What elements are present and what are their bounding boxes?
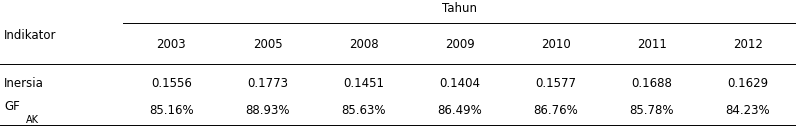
Text: 84.23%: 84.23% xyxy=(726,104,771,117)
Text: 0.1773: 0.1773 xyxy=(247,77,288,90)
Text: 0.1629: 0.1629 xyxy=(728,77,768,90)
Text: 0.1556: 0.1556 xyxy=(151,77,192,90)
Text: Tahun: Tahun xyxy=(443,2,477,15)
Text: 0.1688: 0.1688 xyxy=(631,77,673,90)
Text: 85.78%: 85.78% xyxy=(630,104,674,117)
Text: 86.49%: 86.49% xyxy=(437,104,482,117)
Text: 88.93%: 88.93% xyxy=(245,104,290,117)
Text: 85.16%: 85.16% xyxy=(149,104,193,117)
Text: Indikator: Indikator xyxy=(4,29,57,42)
Text: 2003: 2003 xyxy=(157,38,186,51)
Text: 2009: 2009 xyxy=(445,38,474,51)
Text: AK: AK xyxy=(26,115,39,125)
Text: GF: GF xyxy=(4,100,20,113)
Text: 0.1404: 0.1404 xyxy=(439,77,480,90)
Text: 2005: 2005 xyxy=(252,38,283,51)
Text: 2011: 2011 xyxy=(637,38,667,51)
Text: 85.63%: 85.63% xyxy=(341,104,386,117)
Text: 2008: 2008 xyxy=(349,38,378,51)
Text: 86.76%: 86.76% xyxy=(533,104,578,117)
Text: Inersia: Inersia xyxy=(4,77,44,90)
Text: 0.1577: 0.1577 xyxy=(535,77,576,90)
Text: 2012: 2012 xyxy=(733,38,763,51)
Text: 2010: 2010 xyxy=(541,38,571,51)
Text: 0.1451: 0.1451 xyxy=(343,77,384,90)
